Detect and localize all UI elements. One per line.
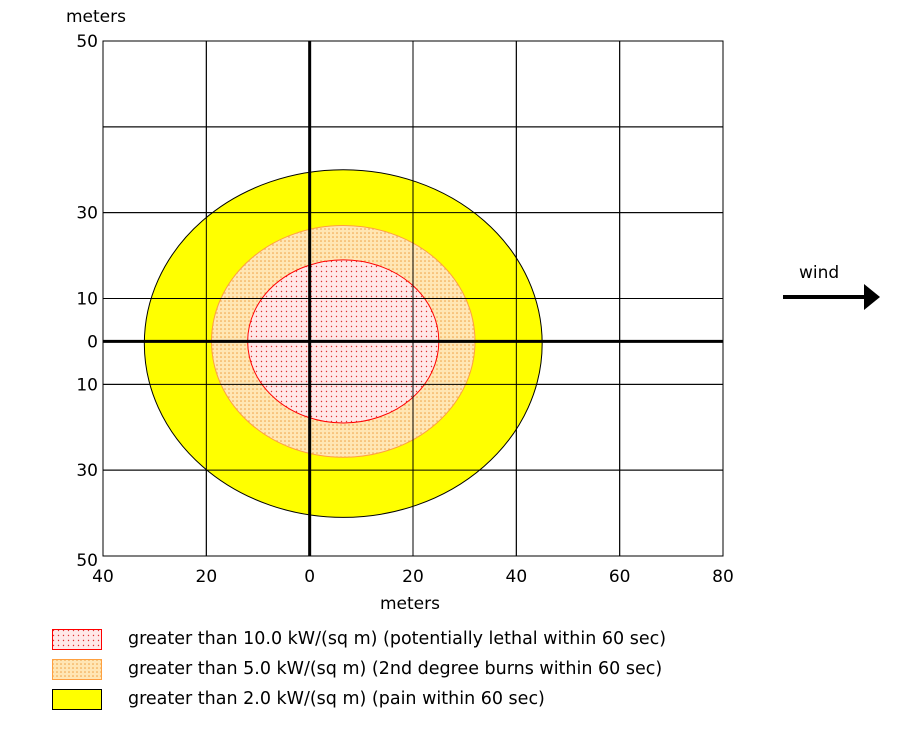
legend-swatch-lethal: [52, 629, 102, 650]
y-tick-label: 10: [76, 375, 98, 395]
legend-label-pain: greater than 2.0 kW/(sq m) (pain within …: [128, 689, 545, 709]
x-tick-label: 60: [609, 567, 631, 587]
wind-label: wind: [799, 263, 839, 283]
x-tick-label: 40: [92, 567, 114, 587]
legend-label-burns: greater than 5.0 kW/(sq m) (2nd degree b…: [128, 659, 663, 679]
y-tick-label: 0: [87, 332, 98, 352]
x-tick-label: 80: [712, 567, 734, 587]
wind-arrowhead-icon: [864, 284, 880, 310]
y-tick-label: 50: [76, 551, 98, 571]
x-tick-labels: 40 20 0 20 40 60 80: [92, 567, 734, 587]
y-tick-label: 30: [76, 461, 98, 481]
legend-swatch-burns: [52, 659, 102, 680]
legend-swatch-pain: [52, 689, 102, 710]
x-tick-label: 40: [506, 567, 528, 587]
y-axis-label: meters: [66, 7, 126, 27]
x-tick-label: 0: [304, 567, 315, 587]
y-tick-label: 30: [76, 204, 98, 224]
legend-label-lethal: greater than 10.0 kW/(sq m) (potentially…: [128, 629, 667, 649]
y-tick-label: 10: [76, 290, 98, 310]
y-tick-labels: 50 30 10 0 10 30 50: [76, 32, 98, 571]
x-tick-label: 20: [402, 567, 424, 587]
x-tick-label: 20: [196, 567, 218, 587]
x-axis-label: meters: [380, 594, 440, 614]
y-tick-label: 50: [76, 32, 98, 52]
